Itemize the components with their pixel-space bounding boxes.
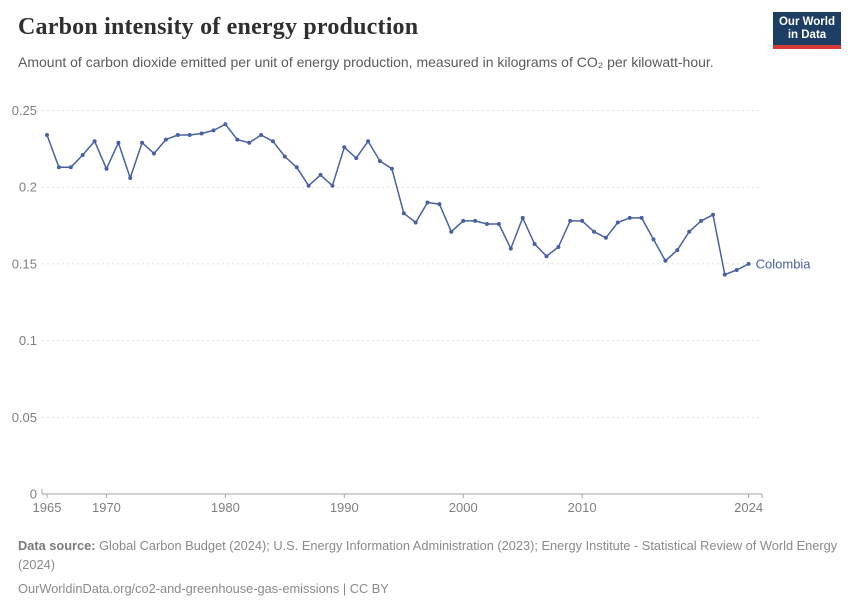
data-point[interactable] bbox=[163, 137, 168, 142]
data-point[interactable] bbox=[104, 166, 109, 171]
data-source-text: Global Carbon Budget (2024); U.S. Energy… bbox=[18, 538, 838, 572]
chart-svg[interactable]: 0 0.05 0.1 0.15 0.2 0.25 1965 1970 1980 1990 2000 2… bbox=[0, 95, 850, 540]
chart-footer: Data source: Global Carbon Budget (2024)… bbox=[18, 536, 838, 598]
data-point[interactable] bbox=[651, 237, 656, 242]
data-point[interactable] bbox=[520, 215, 525, 220]
data-point[interactable] bbox=[425, 200, 430, 205]
data-point[interactable] bbox=[711, 212, 715, 217]
series-end-label: Colombia bbox=[756, 256, 812, 271]
data-point[interactable] bbox=[675, 248, 680, 253]
owid-logo-accent-bar bbox=[773, 45, 841, 49]
data-point[interactable] bbox=[223, 122, 228, 127]
data-point[interactable] bbox=[544, 254, 549, 259]
data-point[interactable] bbox=[580, 218, 585, 223]
owid-logo-line1: Our World bbox=[778, 16, 835, 28]
data-point[interactable] bbox=[187, 133, 192, 137]
data-point[interactable] bbox=[663, 258, 668, 263]
data-point[interactable] bbox=[116, 140, 121, 145]
data-point[interactable] bbox=[615, 220, 620, 225]
data-point[interactable] bbox=[270, 139, 275, 144]
x-tick-label: 1970 bbox=[92, 500, 121, 515]
data-point[interactable] bbox=[306, 183, 311, 188]
data-point[interactable] bbox=[556, 245, 561, 249]
data-point[interactable] bbox=[722, 272, 727, 277]
data-point[interactable] bbox=[282, 154, 287, 159]
page-title: Carbon intensity of energy production bbox=[18, 14, 419, 40]
data-source-line: Data source: Global Carbon Budget (2024)… bbox=[18, 536, 838, 574]
data-point[interactable] bbox=[485, 222, 489, 226]
chart-subtitle: Amount of carbon dioxide emitted per uni… bbox=[18, 54, 714, 70]
data-point[interactable] bbox=[366, 139, 371, 144]
data-point[interactable] bbox=[437, 202, 442, 207]
data-point[interactable] bbox=[199, 131, 204, 136]
data-point[interactable] bbox=[128, 176, 133, 180]
data-point[interactable] bbox=[473, 218, 478, 223]
data-point[interactable] bbox=[318, 172, 323, 177]
owid-logo[interactable]: Our World in Data bbox=[773, 12, 841, 49]
data-point[interactable] bbox=[330, 183, 335, 188]
x-tick-label: 1980 bbox=[211, 500, 240, 515]
y-tick-label: 0.1 bbox=[19, 333, 37, 348]
footer-url-link[interactable]: OurWorldinData.org/co2-and-greenhouse-ga… bbox=[18, 581, 389, 596]
data-point[interactable] bbox=[152, 151, 156, 156]
data-point[interactable] bbox=[56, 165, 61, 170]
data-point[interactable] bbox=[746, 261, 751, 266]
data-point[interactable] bbox=[508, 246, 513, 251]
y-tick-label: 0 bbox=[30, 487, 37, 502]
series-line[interactable] bbox=[46, 123, 750, 276]
x-tick-label: 2010 bbox=[568, 500, 597, 515]
data-point[interactable] bbox=[92, 139, 97, 144]
data-point[interactable] bbox=[687, 229, 692, 234]
data-point[interactable] bbox=[699, 218, 704, 223]
x-tick-label: 1965 bbox=[33, 500, 62, 515]
data-point[interactable] bbox=[45, 133, 49, 137]
data-point[interactable] bbox=[68, 165, 73, 170]
data-point[interactable] bbox=[175, 133, 180, 137]
data-point[interactable] bbox=[211, 128, 216, 133]
data-point[interactable] bbox=[401, 211, 406, 216]
data-point[interactable] bbox=[461, 218, 466, 223]
data-point[interactable] bbox=[734, 268, 739, 272]
data-point[interactable] bbox=[449, 229, 454, 234]
data-point[interactable] bbox=[259, 133, 264, 137]
data-point[interactable] bbox=[342, 145, 347, 150]
data-point[interactable] bbox=[389, 166, 394, 171]
data-point[interactable] bbox=[413, 220, 418, 225]
y-tick-label: 0.15 bbox=[12, 256, 37, 271]
owid-logo-line2: in Data bbox=[787, 29, 827, 41]
data-point[interactable] bbox=[603, 235, 608, 240]
data-source-label: Data source: bbox=[18, 538, 96, 553]
data-point[interactable] bbox=[140, 140, 145, 145]
data-point[interactable] bbox=[639, 215, 644, 220]
data-point[interactable] bbox=[496, 222, 501, 226]
x-tick-label: 2024 bbox=[734, 500, 763, 515]
y-tick-label: 0.25 bbox=[12, 103, 37, 118]
data-point[interactable] bbox=[235, 137, 240, 142]
x-tick-label: 1990 bbox=[330, 500, 359, 515]
data-point[interactable] bbox=[378, 159, 382, 164]
data-point[interactable] bbox=[568, 218, 573, 223]
data-point[interactable] bbox=[294, 165, 299, 170]
data-point[interactable] bbox=[592, 229, 596, 234]
data-point[interactable] bbox=[247, 140, 252, 145]
data-point[interactable] bbox=[80, 153, 85, 157]
y-tick-label: 0.05 bbox=[12, 410, 37, 425]
data-point[interactable] bbox=[627, 215, 632, 220]
x-tick-label: 2000 bbox=[449, 500, 478, 515]
data-point[interactable] bbox=[532, 242, 537, 246]
y-tick-label: 0.2 bbox=[19, 180, 37, 195]
data-point[interactable] bbox=[354, 156, 359, 161]
